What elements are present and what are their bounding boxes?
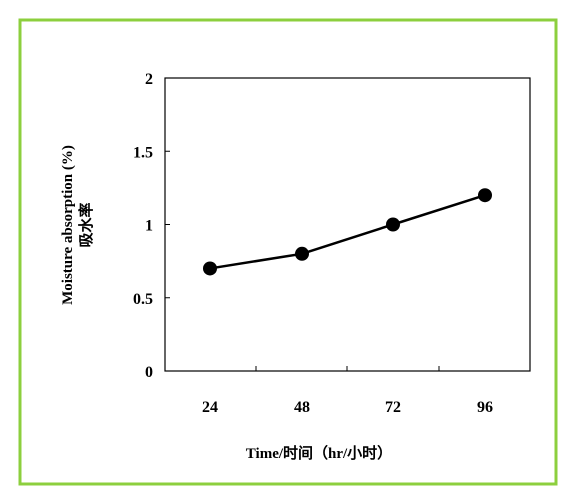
x-tick-label: 72 (385, 399, 401, 416)
outer-frame-border (18, 18, 558, 486)
x-tick-label: 96 (477, 399, 493, 416)
y-tick-label: 0 (145, 364, 153, 381)
y-tick-label: 2 (145, 71, 153, 88)
y-tick-label: 1.5 (133, 144, 153, 161)
plot-frame (164, 77, 531, 372)
data-point (295, 246, 309, 261)
y-tick-label: 1 (145, 218, 153, 235)
x-tick-label: 48 (294, 399, 310, 416)
series-line (209, 194, 486, 270)
y-axis-ticks: 0 0.5 1 1.5 2 (133, 71, 170, 381)
plot-area (164, 77, 531, 372)
y-axis-title-line1: Moisture absorption (%) (60, 145, 76, 305)
data-point (386, 217, 400, 232)
y-axis-title-line2: 吸水率 (77, 202, 95, 247)
series-layer (203, 188, 492, 276)
x-tick-label: 24 (202, 399, 218, 416)
y-axis-title: Moisture absorption (%) 吸水率 (60, 145, 95, 305)
x-axis-title: Time/时间（hr/小时） (246, 444, 392, 462)
data-point (203, 261, 217, 276)
y-tick-label: 0.5 (133, 291, 153, 308)
x-axis-ticks: 24 48 72 96 (202, 366, 493, 416)
data-point (478, 188, 492, 203)
